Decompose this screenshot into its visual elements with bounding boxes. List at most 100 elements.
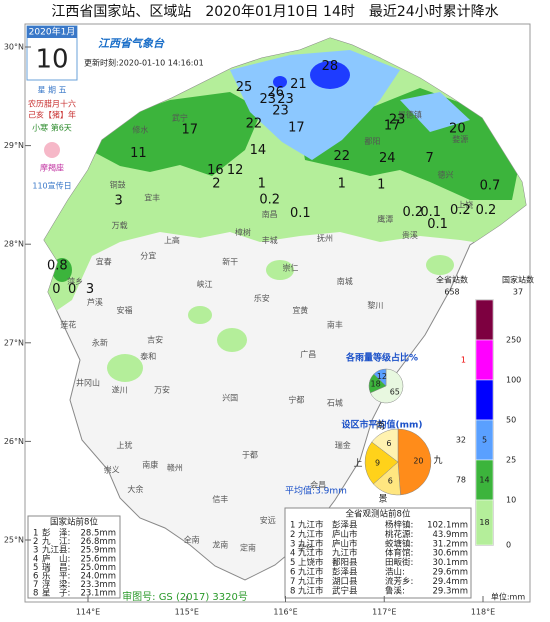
table-cell: 30.1mm [433, 558, 469, 568]
table-cell: 瑞 昌: [42, 562, 70, 573]
pie-label: 9 [375, 458, 380, 467]
station-value: 0.2 [476, 203, 497, 218]
table-cell: 2 [33, 537, 38, 547]
station-value: 12 [227, 163, 244, 178]
title: 江西省国家站、区域站 2020年01月10日 14时 最近24小时累计降水 [51, 3, 498, 20]
average: 平均值:3.9mm [285, 485, 347, 497]
table-cell: 5 [33, 563, 38, 573]
station-value: 20 [449, 121, 466, 136]
table-cell: 25.9mm [81, 546, 117, 556]
zodiac: 摩羯座 [40, 163, 64, 173]
city-label: 新干 [222, 256, 238, 266]
city-label: 鄱阳 [364, 137, 380, 146]
city-label: 万载 [112, 220, 128, 230]
table-cell: 庐 山: [42, 553, 70, 564]
update-time: 更新时刻:2020-01-10 14:16:01 [84, 58, 204, 68]
lat-tick-label: 26°N [4, 437, 24, 446]
table-cell: 乐 平: [42, 571, 70, 582]
city-label: 峡江 [197, 279, 213, 289]
logo: 江西省气象台 [98, 37, 165, 50]
legend-province-count: 78 [456, 476, 466, 485]
table-cell: 43.9mm [433, 530, 469, 540]
legend-total: 37 [513, 288, 523, 297]
lunar: 农历腊月十六 [28, 99, 76, 109]
city-label: 宜黄 [292, 305, 308, 315]
city-label: 瑞金 [335, 440, 351, 450]
city-label: 会昌 [310, 479, 326, 489]
legend-total: 658 [444, 288, 459, 297]
city-label: 大余 [127, 484, 143, 494]
city-label: 上高 [164, 235, 180, 245]
table-cell: 7 [290, 577, 295, 587]
station-value: 0.2 [259, 192, 280, 207]
table-cell: 九江市 [332, 548, 358, 559]
lat-tick-label: 27°N [4, 338, 24, 347]
table-cell: 九江市 [298, 538, 324, 549]
city-label: 萍乡 [67, 276, 83, 286]
city-label: 武宁 [172, 112, 188, 122]
legend-threshold: 50 [506, 416, 516, 425]
city-label: 全南 [184, 535, 200, 545]
city-label: 崇仁 [282, 262, 298, 272]
city-label: 南昌 [262, 209, 278, 219]
national-table-title: 国家站前8位 [50, 517, 98, 528]
station-value: 1 [377, 178, 385, 193]
table-cell: 九江市 [298, 576, 324, 587]
station-value: 0.8 [47, 258, 68, 273]
legend-national-count: 5 [482, 436, 487, 445]
city-label: 宜丰 [144, 192, 160, 202]
province [43, 37, 527, 581]
table-cell: 九江市 [298, 520, 324, 531]
calendar-month: 2020年1月 [29, 26, 76, 38]
table-cell: 23.1mm [81, 589, 117, 599]
city-label: 龙南 [212, 539, 228, 549]
table-cell: 九江县: [42, 546, 70, 556]
city-label: 宁都 [288, 394, 304, 404]
station-value: 0 [68, 282, 76, 297]
table-cell: 7 [33, 580, 38, 590]
city-label: 德兴 [437, 170, 453, 180]
station-value: 23 [272, 104, 289, 119]
city-label: 南城 [337, 276, 353, 286]
table-cell: 蛟塘镇: [385, 538, 413, 549]
table-cell: 彭 泽: [42, 528, 70, 539]
city-label: 抚州 [317, 233, 333, 243]
city-label: 石城 [327, 398, 343, 407]
station-value: 26 [267, 85, 284, 100]
station-value: 1 [338, 177, 346, 192]
station-value: 2 [212, 177, 220, 192]
legend-swatch [475, 339, 494, 381]
table-cell: 31.2mm [433, 539, 469, 549]
station-value: 17 [288, 120, 305, 135]
station-value: 3 [86, 282, 94, 297]
table-cell: 九江市 [298, 567, 324, 578]
pie-label: 6 [388, 476, 393, 485]
weekday: 星 期 五 [37, 86, 66, 95]
station-value: 23 [277, 92, 294, 107]
legend-threshold: 250 [506, 336, 521, 345]
table-cell: 九江市 [298, 585, 324, 596]
pie-name: 南 [376, 420, 385, 432]
station-value: 25 [236, 80, 253, 95]
station-value: 0.1 [290, 206, 311, 221]
city-label: 南康 [142, 460, 158, 470]
table-cell: 2 [290, 530, 295, 540]
pie-slice [364, 441, 399, 485]
table-cell: 九江市 [298, 529, 324, 540]
pie-slice [370, 368, 404, 404]
pie-slice [371, 428, 399, 463]
table-cell: 8 [290, 586, 295, 596]
city-label: 定南 [240, 542, 256, 552]
table-cell: 浩山: [385, 567, 405, 578]
calendar-day: 10 [35, 45, 68, 75]
table-cell: 4 [290, 549, 295, 559]
table-cell: 1 [33, 529, 38, 539]
city-label: 乐安 [254, 293, 270, 303]
lon-tick-label: 114°E [76, 608, 100, 617]
table-cell: 3 [33, 546, 38, 556]
city-label: 分宜 [140, 251, 156, 261]
legend-header: 国家站数 [502, 275, 534, 285]
lat-tick-label: 29°N [4, 141, 24, 150]
table-cell: 庐山市 [332, 538, 358, 549]
